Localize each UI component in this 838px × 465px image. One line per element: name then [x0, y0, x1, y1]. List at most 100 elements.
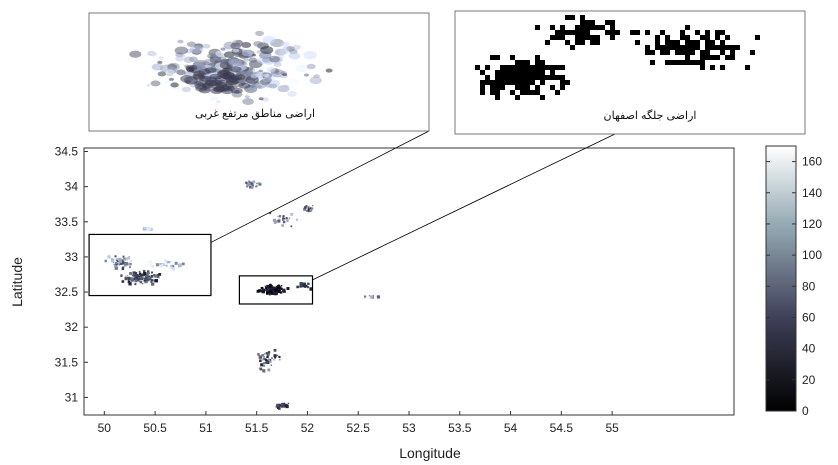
inset-right-pixel: [515, 95, 520, 100]
inset-right-pixel: [580, 35, 585, 40]
inset-right-pixel: [565, 40, 570, 45]
inset-right-pixel: [545, 75, 550, 80]
land-pixel: [263, 355, 265, 358]
inset-right-pixel: [580, 40, 585, 45]
land-pixel: [259, 182, 262, 184]
inset-left-pixel: [179, 54, 186, 58]
inset-left-pixel: [309, 76, 322, 85]
inset-left-pixel: [241, 49, 254, 57]
land-pixel: [252, 184, 254, 187]
land-pixel: [267, 287, 270, 290]
inset-right-pixel: [705, 55, 710, 60]
inset-right-pixel: [670, 60, 675, 65]
land-pixel: [280, 403, 283, 406]
inset-left-pixel: [170, 82, 179, 88]
land-pixel: [139, 280, 143, 284]
inset-left-pixel: [181, 86, 192, 93]
inset-right-pixel: [540, 60, 545, 65]
inset-left-pixel: [262, 58, 270, 63]
inset-right-pixel: [525, 75, 530, 80]
land-pixel: [283, 406, 285, 408]
inset-right-pixel: [515, 60, 520, 65]
land-pixel: [171, 267, 175, 271]
land-pixel: [311, 207, 314, 210]
inset-right-pixel: [725, 45, 730, 50]
inset-left-pixel: [325, 68, 333, 73]
land-pixel: [138, 278, 141, 281]
inset-right-pixel: [685, 35, 690, 40]
land-pixel: [273, 348, 277, 352]
land-pixel: [266, 291, 269, 293]
inset-right-pixel: [635, 30, 640, 35]
x-tick-label: 54: [504, 421, 518, 435]
land-pixel: [290, 212, 294, 216]
inset-left-pixel: [263, 73, 270, 78]
land-pixel: [129, 271, 133, 275]
inset-right-pixel: [525, 70, 530, 75]
inset-right-pixel: [535, 25, 540, 30]
land-pixel: [269, 358, 272, 361]
inset-right-pixel: [655, 40, 660, 45]
land-pixel: [127, 279, 130, 281]
land-pixel: [139, 276, 143, 280]
land-pixel: [270, 364, 273, 366]
land-pixel: [115, 258, 120, 262]
land-pixel: [247, 182, 251, 187]
inset-right-pixel: [585, 30, 590, 35]
inset-left-pixel: [195, 79, 208, 86]
inset-left-pixel: [303, 51, 317, 60]
inset-right-pixel: [520, 80, 525, 85]
land-pixel: [133, 278, 136, 281]
land-pixel: [276, 403, 280, 408]
land-pixel: [258, 182, 262, 186]
land-pixel: [273, 221, 277, 225]
inset-left-pixel: [215, 50, 227, 58]
land-pixel: [144, 277, 148, 281]
land-pixel: [146, 270, 150, 273]
land-pixel: [260, 363, 264, 367]
inset-left-pixel: [248, 57, 258, 63]
inset-right-pixel: [555, 35, 560, 40]
inset-left-pixel: [277, 85, 290, 93]
land-pixel: [162, 263, 166, 267]
inset-left-pixel: [295, 64, 309, 73]
inset-right-pixel: [745, 65, 750, 70]
land-pixel: [167, 261, 170, 264]
inset-left-pixel: [277, 54, 285, 59]
land-pixel: [113, 262, 115, 264]
land-pixel: [285, 217, 288, 220]
inset-right-pixel: [755, 35, 760, 40]
inset-right-pixel: [655, 45, 660, 50]
x-tick-label: 50: [98, 421, 112, 435]
inset-left-pixel: [282, 73, 288, 77]
inset-right-pixel: [480, 85, 485, 90]
land-pixel: [270, 292, 274, 295]
land-pixel: [114, 255, 117, 258]
inset-right-pixel: [495, 75, 500, 80]
land-pixel: [144, 279, 148, 284]
colorbar-ticks: 160 140 120 100 80 60 40 20 0: [766, 155, 822, 418]
inset-right-pixel: [515, 70, 520, 75]
inset-right-pixel: [495, 90, 500, 95]
inset-right-pixel: [725, 35, 730, 40]
inset-right-pixel: [520, 90, 525, 95]
land-pixel: [266, 355, 269, 359]
land-pixel: [310, 207, 312, 210]
colorbar-tick-label: 0: [802, 404, 809, 418]
land-pixel: [263, 365, 266, 367]
land-pixel: [115, 262, 118, 264]
inset-right-pixel: [705, 45, 710, 50]
land-pixel: [279, 403, 281, 406]
land-pixel: [286, 287, 290, 291]
land-pixel: [280, 285, 283, 287]
x-axis-ticks: 50 50.5 51 51.5 52 52.5 53 53.5 54 54.5 55: [98, 411, 619, 435]
inset-right-pixel: [480, 90, 485, 95]
land-pixel: [270, 287, 273, 290]
land-pixel: [250, 185, 254, 189]
y-tick-label: 34: [65, 180, 79, 194]
inset-left-pixel: [166, 69, 175, 75]
inset-right-pixel: [715, 35, 720, 40]
inset-right-pixel: [615, 30, 620, 35]
land-pixel: [276, 354, 279, 357]
inset-right-pixel: [590, 40, 595, 45]
